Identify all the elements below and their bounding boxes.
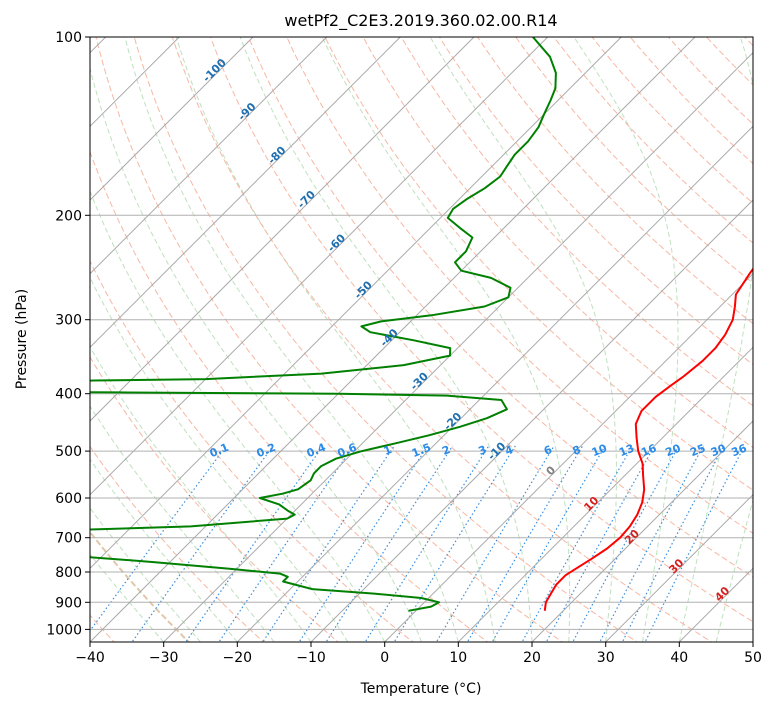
y-tick-label-6: 700: [55, 531, 82, 547]
mixing-ratio-line-6: [325, 445, 454, 642]
x-tick-label-6: 20: [523, 650, 541, 666]
y-tick-label-1: 200: [55, 208, 82, 224]
mixing-ratio-line-10: [466, 445, 584, 642]
dry-adiabat-50: [209, 37, 753, 623]
mixing-ratio-label-14: 20: [664, 441, 683, 459]
moist-adiabat-3: [90, 405, 275, 642]
moist-adiabat-14: [678, 37, 753, 642]
mixing-ratio-label-13: 16: [639, 441, 658, 459]
series-group: [90, 37, 753, 612]
isotherm--100: [90, 37, 254, 201]
moist-adiabats: [90, 37, 753, 642]
dry-adiabat-60: [248, 37, 753, 578]
mixing-ratio-label-10: 8: [571, 443, 583, 458]
y-tick-label-0: 100: [55, 30, 82, 46]
x-tick-label-9: 50: [744, 650, 762, 666]
pressure-gridlines: [90, 37, 753, 630]
plot-area: 0.1 0.2 0.4 0.6 1 1.5 2 3 4 6 8 10 13 16 20 25 30 36-100-…: [90, 37, 753, 642]
moist-adiabat-13: [573, 37, 679, 642]
mixing-ratio-line-5: [298, 445, 429, 642]
x-tick-label-0: −40: [75, 650, 105, 666]
mixing-ratio-line-15: [599, 445, 704, 642]
y-tick-label-7: 800: [55, 565, 82, 581]
y-tick-label-5: 600: [55, 491, 82, 507]
mixing-ratio-lines: [90, 445, 746, 642]
x-tick-label-1: −30: [149, 650, 179, 666]
isotherm--30: [163, 51, 753, 642]
dry-adiabat-70: [286, 37, 753, 534]
x-tick-label-8: 40: [670, 650, 688, 666]
moist-adiabat-5: [90, 276, 349, 642]
mixing-ratio-label-17: 36: [730, 441, 749, 459]
mixing-ratio-label-11: 10: [590, 441, 609, 459]
y-tick-label-4: 500: [55, 444, 82, 460]
mixing-ratio-line-4: [262, 445, 395, 642]
isotherm-30: [605, 493, 753, 642]
isotherm-10: [457, 346, 753, 642]
mixing-ratio-label-15: 25: [688, 442, 707, 460]
isotherm--50: [90, 37, 622, 570]
mixing-ratio-label-16: 30: [709, 441, 728, 459]
mixing-ratio-label-7: 3: [477, 443, 489, 458]
moist-adiabat-6: [90, 189, 386, 642]
isotherm--60: [90, 37, 549, 496]
moist-adiabat-15: [715, 497, 753, 642]
isotherm-0: [384, 272, 753, 642]
mixing-ratio-line-3: [218, 445, 355, 642]
isotherm--10: [310, 199, 753, 642]
x-axis-label: Temperature (°C): [360, 681, 482, 697]
y-tick-label-3: 400: [55, 387, 82, 403]
x-tick-label-5: 10: [449, 650, 467, 666]
mixing-ratio-line-2: [185, 445, 324, 642]
y-tick-label-2: 300: [55, 313, 82, 329]
isotherm--40: [90, 37, 696, 642]
mixing-ratio-label-12: 13: [617, 442, 636, 460]
mixing-ratio-label-6: 2: [440, 443, 452, 458]
x-tick-label-4: 0: [380, 650, 389, 666]
y-tick-label-9: 1000: [46, 622, 82, 638]
y-tick-label-8: 900: [55, 595, 82, 611]
mixing-ratio-line-14: [572, 445, 680, 642]
mixing-ratio-label-4: 1: [382, 443, 394, 458]
dry-adiabat-10: [90, 150, 489, 642]
series-line-1: [90, 37, 557, 612]
x-tick-label-3: −10: [296, 650, 326, 666]
moist-adiabat-11: [321, 37, 571, 642]
plot-frame: [89, 36, 754, 643]
dry-adiabat-80: [324, 37, 753, 491]
dry-adiabat-100: [400, 37, 753, 407]
x-axis-ticks: −40 −30 −20 −10 0 10 20 30 40 50: [75, 642, 762, 666]
moist-adiabat-9: [175, 37, 496, 642]
dry-adiabat-110: [438, 37, 753, 366]
moist-adiabat-7: [90, 66, 422, 642]
isotherm--90: [90, 37, 328, 275]
moist-adiabat-8: [124, 37, 459, 642]
isotherm--80: [90, 37, 401, 349]
isotherms: [90, 37, 753, 642]
isotherm-20: [531, 420, 753, 642]
mixing-ratio-line-7: [364, 445, 490, 642]
series-line-0: [543, 267, 753, 611]
moist-adiabat-2: [90, 458, 238, 642]
y-axis-ticks: 100 200 300 400 500 600 700 800 900 1000: [46, 30, 90, 638]
moist-adiabat-10: [239, 37, 533, 642]
isotherm--70: [90, 37, 475, 422]
x-tick-label-7: 30: [597, 650, 615, 666]
chart-title: wetPf2_C2E3.2019.360.02.00.R14: [284, 11, 557, 31]
isotherm--20: [236, 125, 753, 642]
moist-adiabat-12: [429, 37, 617, 642]
mixing-ratio-line-8: [393, 445, 516, 642]
x-tick-label-2: −20: [223, 650, 253, 666]
y-axis-label: Pressure (hPa): [14, 289, 30, 389]
